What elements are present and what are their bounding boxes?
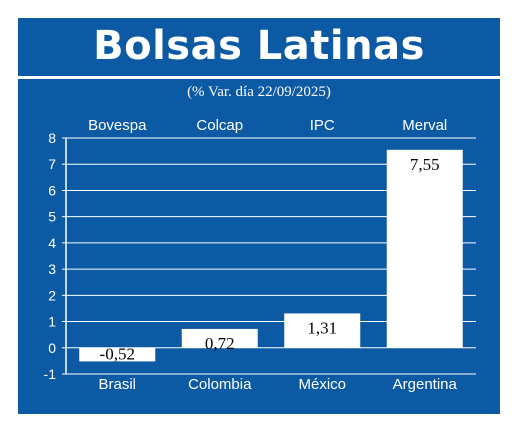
y-tick-label: 5 — [48, 209, 56, 225]
chart-title: Bolsas Latinas — [93, 23, 425, 69]
data-label: 1,31 — [307, 318, 337, 337]
x-tick-label: Colombia — [188, 376, 252, 393]
chart-subtitle: (% Var. día 22/09/2025) — [187, 84, 331, 100]
y-tick-label: 4 — [48, 235, 56, 251]
y-tick-label: 6 — [48, 182, 56, 198]
bar — [284, 313, 361, 348]
title-divider — [18, 76, 500, 79]
y-tick-label: 2 — [48, 287, 56, 303]
bar — [386, 149, 463, 348]
data-label: -0,52 — [100, 344, 135, 363]
y-tick-label: 3 — [48, 261, 56, 277]
data-label: 7,55 — [410, 155, 440, 174]
x-tick-label: Argentina — [393, 376, 458, 393]
title-box: Bolsas Latinas — [18, 18, 500, 74]
data-label: 0,72 — [205, 334, 235, 353]
x-tick-label: México — [298, 376, 346, 393]
bar — [79, 347, 156, 362]
index-name-label: Bovespa — [88, 117, 147, 134]
index-name-label: Colcap — [196, 117, 243, 134]
y-tick-label: 7 — [48, 156, 56, 172]
index-name-label: Merval — [402, 117, 447, 134]
y-tick-label: -1 — [44, 366, 57, 382]
y-tick-label: 8 — [48, 130, 56, 146]
x-tick-label: Brasil — [98, 376, 136, 393]
y-tick-label: 0 — [48, 340, 56, 356]
index-name-label: IPC — [310, 117, 335, 134]
y-tick-label: 1 — [48, 314, 56, 330]
bar — [181, 328, 258, 348]
